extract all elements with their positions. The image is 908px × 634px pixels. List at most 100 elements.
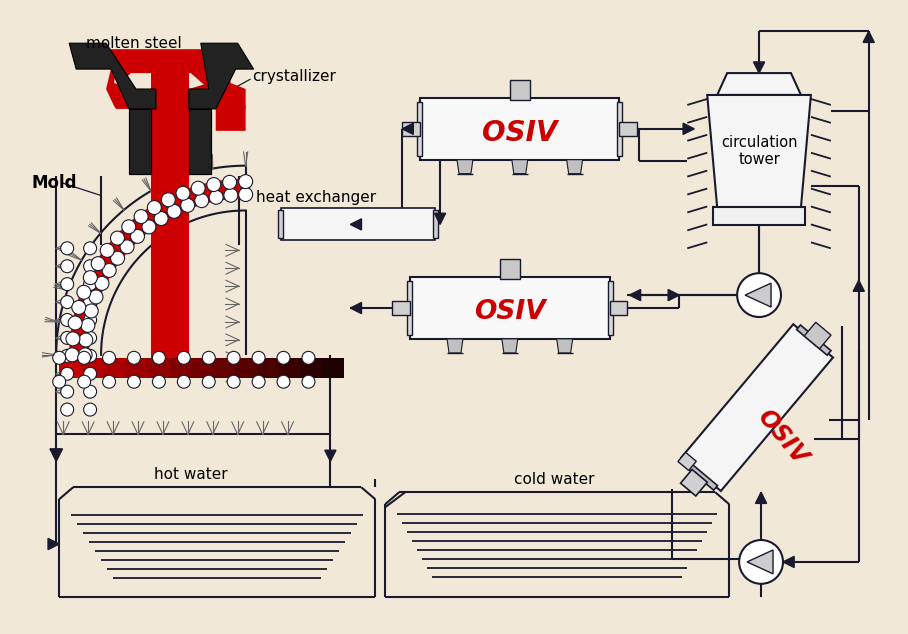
Bar [607,281,613,335]
Polygon shape [864,31,874,42]
Polygon shape [755,492,766,503]
Bar [169,358,191,378]
Text: molten steel: molten steel [86,36,182,51]
Circle shape [154,212,168,226]
Circle shape [84,332,96,344]
Bar [804,322,831,349]
Bar [417,102,422,156]
Circle shape [84,304,98,318]
Circle shape [739,540,783,584]
Text: Mold: Mold [31,174,77,191]
Bar [104,358,125,378]
Polygon shape [48,538,59,550]
Text: hot water: hot water [154,467,228,482]
Bar [125,358,147,378]
Bar [189,109,211,174]
Circle shape [222,176,237,190]
Bar [680,469,707,496]
Polygon shape [69,43,156,109]
Circle shape [181,198,194,212]
Circle shape [84,295,96,309]
Bar [713,207,804,226]
Polygon shape [668,290,679,301]
Circle shape [61,242,74,255]
Bar [796,325,831,355]
Circle shape [177,351,191,365]
Bar [322,358,344,378]
Text: heat exchanger: heat exchanger [256,190,376,205]
Bar [151,56,189,355]
Circle shape [252,351,265,365]
Bar [278,210,282,238]
Polygon shape [325,450,336,462]
Circle shape [53,375,65,388]
Polygon shape [747,550,773,574]
Circle shape [227,375,240,388]
Circle shape [61,295,74,309]
Bar [301,358,322,378]
Bar [279,358,301,378]
Circle shape [79,333,93,347]
Circle shape [207,178,221,191]
Text: crystallizer: crystallizer [252,68,337,84]
Circle shape [100,243,114,257]
Circle shape [81,318,94,332]
Circle shape [239,188,252,202]
Circle shape [61,278,74,290]
Circle shape [111,251,124,265]
Text: cold water: cold water [515,472,595,487]
Circle shape [61,403,74,416]
Circle shape [78,348,92,362]
Bar [410,277,609,339]
Circle shape [84,278,96,290]
Circle shape [68,316,82,330]
Polygon shape [447,339,463,353]
Circle shape [61,260,74,273]
Circle shape [239,174,252,188]
Polygon shape [512,160,528,174]
Bar [681,324,833,491]
Bar [402,122,420,136]
Circle shape [103,351,115,365]
Circle shape [84,242,96,255]
Circle shape [61,314,74,327]
Text: OSIV: OSIV [474,299,546,325]
Circle shape [84,271,97,285]
Polygon shape [402,123,413,134]
Circle shape [127,351,141,365]
Circle shape [78,375,91,388]
Bar [420,98,619,160]
Bar [281,209,435,240]
Circle shape [84,367,96,380]
Text: circulation
tower: circulation tower [721,135,797,167]
Circle shape [194,194,209,207]
Polygon shape [745,283,771,307]
Polygon shape [502,339,518,353]
Polygon shape [854,280,864,291]
Polygon shape [111,49,246,109]
Circle shape [176,186,190,200]
Circle shape [202,375,215,388]
Circle shape [167,204,181,218]
Circle shape [61,367,74,380]
Bar [500,259,519,279]
Bar [212,358,234,378]
Circle shape [153,375,165,388]
Polygon shape [717,73,801,95]
Circle shape [192,181,205,195]
Circle shape [224,188,238,202]
Bar [151,56,189,375]
Bar [59,358,81,378]
Circle shape [53,351,65,365]
Polygon shape [683,123,695,134]
Bar [257,358,279,378]
Circle shape [61,332,74,344]
Circle shape [737,273,781,317]
Circle shape [131,230,144,243]
Bar [129,109,151,174]
Circle shape [84,260,96,273]
Bar [609,301,627,315]
Bar [147,358,169,378]
Circle shape [122,220,136,234]
Circle shape [84,349,96,362]
